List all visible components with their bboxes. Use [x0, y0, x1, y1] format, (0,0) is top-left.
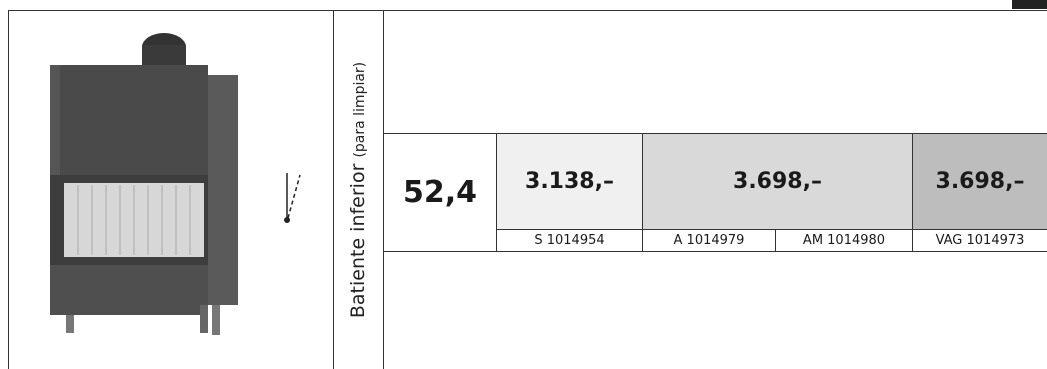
price: 3.138,–: [497, 134, 643, 229]
divider: [333, 10, 334, 369]
row-top-border: [383, 133, 1047, 134]
top-border: [8, 10, 1047, 11]
code: S 1014954: [497, 230, 643, 251]
code-row-border: [497, 229, 1047, 230]
feature-label-text: Batiente inferior (para limpiar): [347, 62, 369, 318]
row-bottom-border: [383, 251, 1047, 252]
code: AM 1014980: [776, 230, 913, 251]
divider: [383, 10, 384, 369]
top-mark: [1012, 0, 1047, 9]
price: 3.698,–: [643, 134, 913, 229]
code: VAG 1014973: [935, 233, 1025, 248]
size-value: 52,4: [384, 134, 497, 251]
feature-label: Batiente inferior (para limpiar): [333, 10, 383, 369]
product-image: [50, 33, 301, 335]
feature-note: (para limpiar): [352, 61, 368, 158]
feature-title: Batiente inferior: [347, 163, 369, 319]
code: A 1014979: [643, 230, 776, 251]
price: 3.698,–: [913, 134, 1047, 229]
left-border: [8, 10, 9, 369]
